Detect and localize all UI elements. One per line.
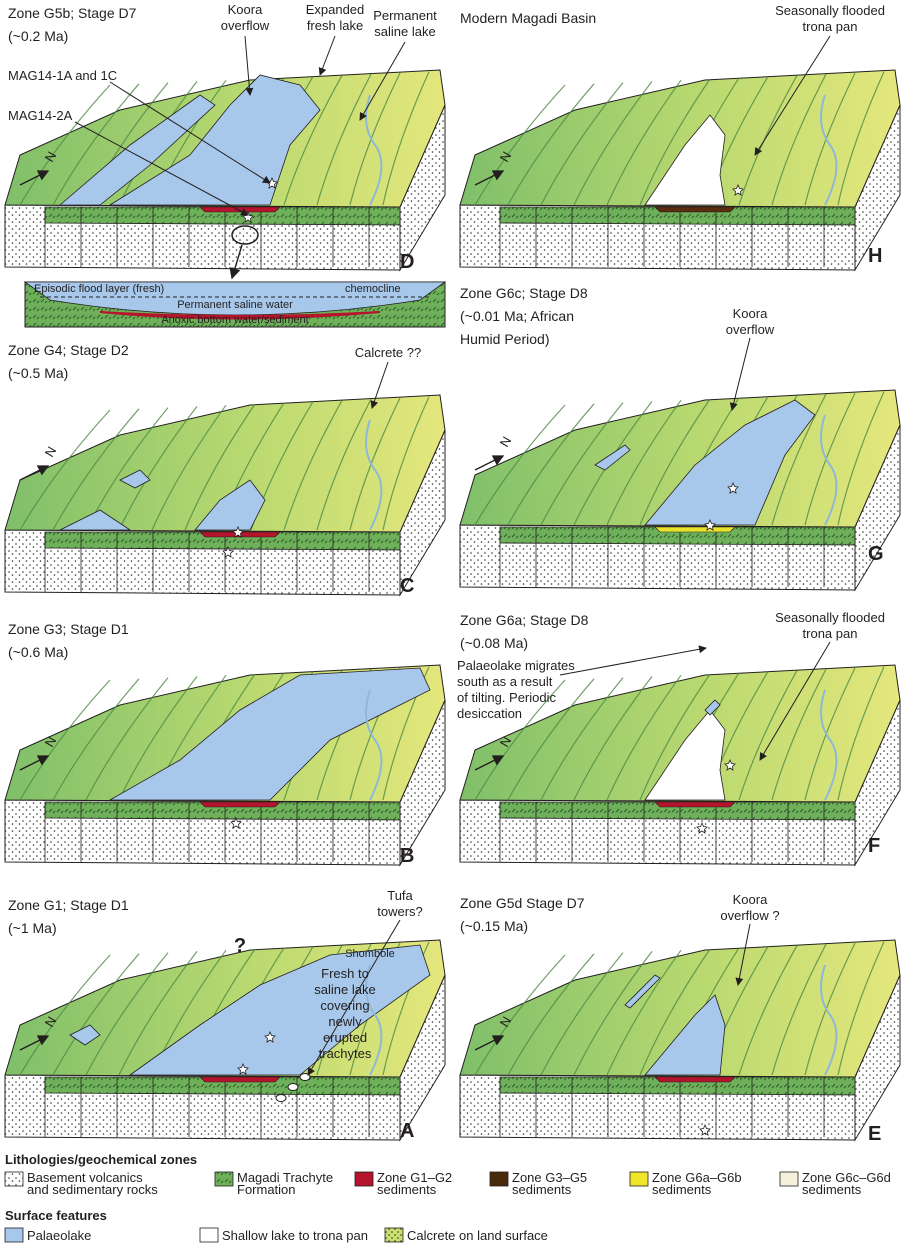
annotation: of tilting. Periodic	[457, 690, 556, 705]
annotation: Calcrete ??	[355, 345, 421, 360]
legend-swatch	[200, 1228, 218, 1242]
panel-title: (~0.15 Ma)	[460, 918, 528, 934]
section-label: chemocline	[345, 283, 401, 295]
annotation: Koora	[228, 2, 263, 17]
panel-title: (~0.6 Ma)	[8, 644, 68, 660]
legend-label: sediments	[512, 1182, 572, 1197]
annotation: newly	[328, 1014, 362, 1029]
panel-title: (~0.2 Ma)	[8, 28, 68, 44]
legend-swatch	[490, 1172, 508, 1186]
sediment-layer	[655, 527, 735, 532]
legend-label: Palaeolake	[27, 1228, 91, 1243]
north-label: N	[42, 444, 60, 460]
panel-title: Modern Magadi Basin	[460, 10, 596, 26]
panel-letter: H	[868, 245, 882, 267]
panel-title: (~1 Ma)	[8, 920, 57, 936]
panel-letter: A	[400, 1120, 414, 1142]
legend-heading: Surface features	[5, 1208, 107, 1223]
annotation: Palaeolake migrates	[457, 658, 575, 673]
panel-title: (~0.01 Ma; African	[460, 308, 574, 324]
panel-title: (~0.08 Ma)	[460, 635, 528, 651]
legend-label: sediments	[802, 1182, 862, 1197]
annotation: erupted	[323, 1030, 367, 1045]
annotation: trona pan	[803, 626, 858, 641]
leader-line	[560, 648, 706, 675]
annotation: saline lake	[374, 24, 435, 39]
annotation: Permanent	[373, 8, 437, 23]
figure: NNNNNNNNZone G5b; Stage D7(~0.2 Ma)DKoor…	[0, 0, 904, 1245]
block-diagram	[5, 940, 445, 1140]
annotation: fresh lake	[307, 18, 363, 33]
panel-title: Zone G6a; Stage D8	[460, 612, 589, 628]
annotation: covering	[320, 998, 369, 1013]
annotation: saline lake	[314, 982, 375, 997]
sediment-layer	[655, 1077, 735, 1082]
legend-label: and sedimentary rocks	[27, 1182, 158, 1197]
block-diagram	[460, 70, 900, 270]
legend-swatch	[385, 1228, 403, 1242]
tufa-tower	[276, 1095, 286, 1102]
panel-title: Zone G5b; Stage D7	[8, 5, 137, 21]
annotation: Fresh to	[321, 966, 369, 981]
block-diagram	[460, 390, 900, 590]
panel-title: Zone G1; Stage D1	[8, 897, 129, 913]
panel-letter: C	[400, 575, 414, 597]
panel-letter: F	[868, 835, 880, 857]
annotation: Seasonally flooded	[775, 610, 885, 625]
sediment-layer	[655, 802, 735, 807]
legend-label: Calcrete on land surface	[407, 1228, 548, 1243]
annotation: ?	[234, 935, 246, 957]
annotation: overflow ?	[720, 908, 779, 923]
block-diagram	[460, 940, 900, 1140]
panel-title: Zone G3; Stage D1	[8, 621, 129, 637]
legend-swatch	[355, 1172, 373, 1186]
panel-letter: D	[400, 251, 414, 273]
legend-heading: Lithologies/geochemical zones	[5, 1152, 197, 1167]
annotation: south as a result	[457, 674, 553, 689]
north-label: N	[497, 434, 515, 450]
annotation: Shombole	[345, 948, 395, 960]
annotation: MAG14-1A and 1C	[8, 68, 117, 83]
annotation: trachytes	[319, 1046, 372, 1061]
annotation: MAG14-2A	[8, 108, 73, 123]
legend-swatch	[780, 1172, 798, 1186]
section-label: Permanent saline water	[177, 299, 293, 311]
annotation: Koora	[733, 306, 768, 321]
legend-swatch	[630, 1172, 648, 1186]
annotation: Expanded	[306, 2, 365, 17]
block-diagram	[5, 665, 445, 865]
section-label: Anoxic bottom water/sediment	[161, 314, 308, 326]
panel-title: Zone G6c; Stage D8	[460, 285, 588, 301]
legend-swatch	[5, 1228, 23, 1242]
annotation: overflow	[726, 322, 775, 337]
panel-letter: B	[400, 845, 414, 867]
block-diagram	[5, 395, 445, 595]
panel-title: Zone G5d Stage D7	[460, 895, 585, 911]
legend-swatch	[215, 1172, 233, 1186]
legend-label: sediments	[652, 1182, 712, 1197]
annotation: desiccation	[457, 706, 522, 721]
annotation: overflow	[221, 18, 270, 33]
section-label: Episodic flood layer (fresh)	[34, 283, 164, 295]
panel-title: Zone G4; Stage D2	[8, 342, 129, 358]
legend-label: Shallow lake to trona pan	[222, 1228, 368, 1243]
tufa-tower	[288, 1084, 298, 1091]
legend-label: sediments	[377, 1182, 437, 1197]
panel-title: Humid Period)	[460, 331, 549, 347]
annotation: Koora	[733, 892, 768, 907]
legend-label: Formation	[237, 1182, 296, 1197]
sediment-layer	[200, 802, 280, 807]
sediment-layer	[655, 207, 735, 212]
panel-title: (~0.5 Ma)	[8, 365, 68, 381]
panel-letter: E	[868, 1123, 881, 1145]
annotation: Seasonally flooded	[775, 3, 885, 18]
annotation: towers?	[377, 904, 423, 919]
sediment-layer	[200, 1077, 280, 1082]
annotation: trona pan	[803, 19, 858, 34]
leader-line	[320, 36, 335, 75]
legend-swatch	[5, 1172, 23, 1186]
block-diagram	[5, 70, 445, 270]
panel-letter: G	[868, 543, 884, 565]
annotation: Tufa	[387, 888, 413, 903]
